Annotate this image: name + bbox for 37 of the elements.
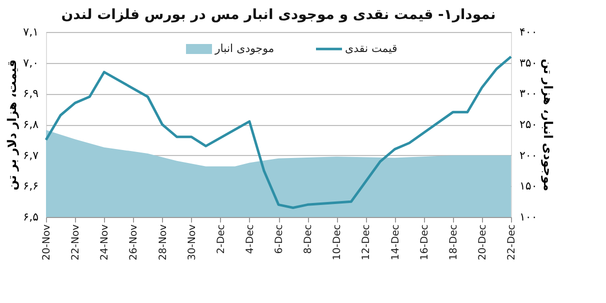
y2-axis-title: موجودی انبار، هزار تن [541, 58, 556, 192]
y2-tick-label: ۴۰۰ [520, 26, 538, 38]
y-tick-label: ۶,۸ [23, 118, 39, 131]
x-tick-label: 26-Nov [128, 224, 140, 260]
x-tick-label: 28-Nov [158, 224, 169, 260]
x-tick-label: 24-Nov [100, 224, 111, 260]
x-tick-label: 10-Dec [332, 224, 344, 260]
y-tick-label: ۶,۹ [23, 87, 39, 100]
x-tick-label: 12-Dec [361, 224, 372, 260]
x-tick-label: 8-Dec [303, 224, 314, 254]
x-tick-label: 14-Dec [390, 224, 402, 260]
legend-label: موجودی انبار [214, 42, 274, 55]
x-tick-label: 22-Dec [506, 224, 518, 260]
chart-title: نمودار۱- قیمت نقدی و موجودی انبار مس در بورس فلزات لندن [61, 7, 496, 23]
legend-label: قیمت نقدی [345, 42, 398, 55]
x-tick-label: 20-Nov [42, 224, 52, 260]
x-tick-label: 16-Dec [419, 224, 430, 260]
y2-tick-label: ۲۵۰ [520, 118, 538, 131]
y2-tick-label: ۱۰۰ [520, 210, 538, 224]
y-tick-label: ۶,۶ [23, 180, 38, 193]
x-tick-label: 20-Dec [477, 224, 488, 260]
y2-tick-label: ۳۰۰ [520, 87, 538, 100]
x-tick-label: 22-Nov [70, 224, 82, 260]
x-tick-label: 6-Dec [274, 224, 285, 254]
y2-tick-label: ۳۵۰ [520, 56, 538, 70]
y-tick-label: ۶,۵ [23, 210, 39, 224]
x-tick-label: 18-Dec [448, 224, 460, 260]
y-tick-label: ۷,۱ [23, 26, 38, 38]
x-tick-label: 30-Nov [186, 224, 198, 260]
y-tick-label: ۷,۰ [23, 56, 38, 70]
x-tick-label: 4-Dec [244, 224, 256, 254]
y2-tick-label: ۲۰۰ [520, 148, 538, 162]
y-tick-label: ۶,۷ [23, 148, 39, 162]
line-series [44, 55, 512, 209]
x-tick-label: 2-Dec [216, 224, 227, 254]
y-axis-title: قیمت، هزار دلار بر تن [5, 60, 20, 190]
y2-tick-label: ۱۵۰ [520, 180, 538, 193]
